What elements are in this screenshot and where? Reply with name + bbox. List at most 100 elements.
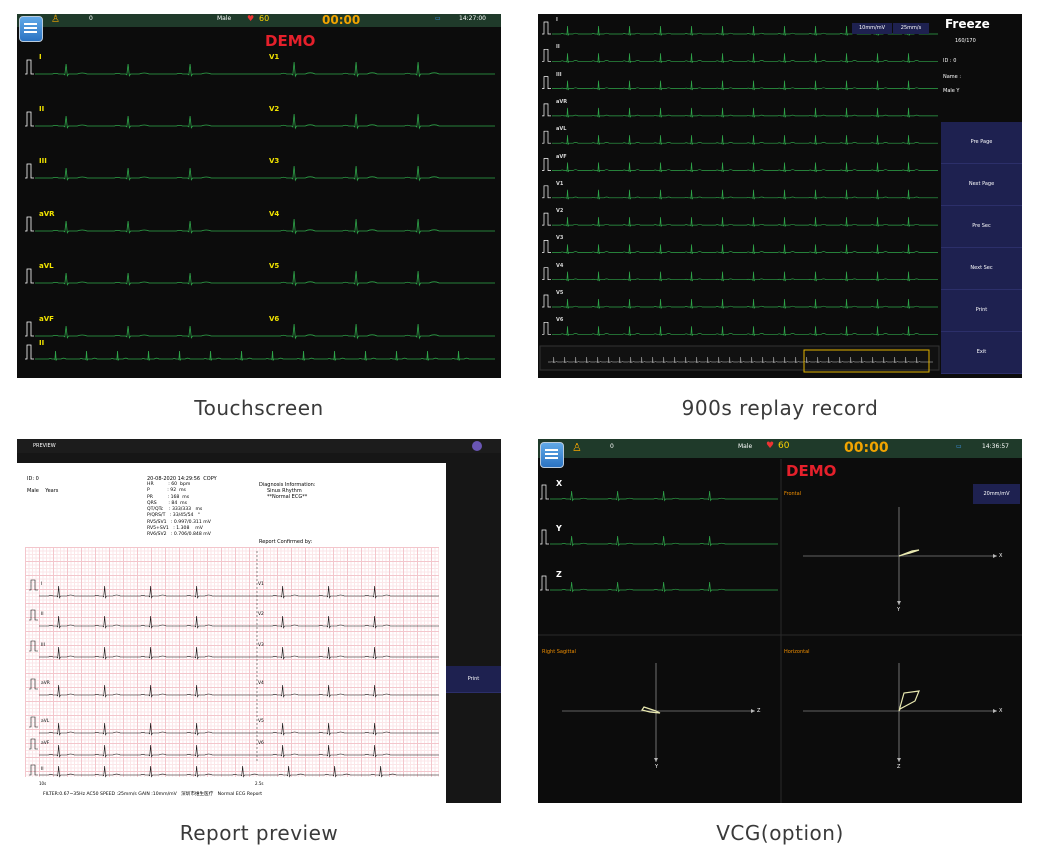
scale-left: 10s [39, 781, 47, 786]
lead-label: III [556, 71, 562, 78]
ecg-trace [552, 217, 938, 227]
calibration-pulse [542, 212, 551, 226]
calibration-pulse [25, 321, 34, 337]
ecg-trace [257, 646, 439, 660]
ecg-trace [552, 189, 938, 200]
ecg-trace [550, 581, 778, 593]
lead-label: aVL [41, 719, 50, 724]
sagittal-title: Right Sagittal [542, 649, 576, 655]
close-icon[interactable] [472, 441, 482, 451]
lead-label: I [556, 17, 558, 23]
lead-label: V1 [556, 180, 564, 187]
ecg-trace [35, 167, 253, 181]
lead-label: V6 [258, 741, 264, 746]
ecg-trace [257, 585, 439, 599]
print-button[interactable]: Print [446, 666, 501, 693]
gain-button[interactable]: 20mm/mV [973, 484, 1020, 504]
status-header: 0 Male ♥ 60 00:00 ▭ 14:36:57 [538, 439, 1022, 458]
vcg-panel: 0 Male ♥ 60 00:00 ▭ 14:36:57 ♙ DEMO 20mm… [538, 439, 1022, 803]
axis-arrow [654, 758, 658, 762]
ecg-trace [39, 615, 257, 629]
lead-label: V3 [258, 643, 264, 648]
calibration-pulse [29, 609, 38, 621]
timeline-selection-window[interactable] [803, 349, 930, 373]
next-page-button[interactable]: Next Page [941, 164, 1022, 206]
diagnosis-line-2: **Normal ECG** [267, 494, 308, 500]
ecg-trace [253, 270, 495, 287]
time-display: 14:27:00 [459, 15, 486, 22]
pre-page-button[interactable]: Pre Page [941, 122, 1022, 164]
calibration-pulse [542, 48, 551, 62]
patient-id: ID : 0 [943, 58, 957, 64]
lead-label: I [41, 582, 43, 587]
ecg-trace [39, 684, 257, 698]
report-gender: Male Years [27, 488, 59, 494]
status-header: 0 Male ♥ 60 00:00 ▭ 14:27:00 [17, 14, 501, 27]
caption-vcg: VCG(option) [716, 821, 844, 845]
person-icon: ♙ [51, 14, 60, 25]
lead-label: V6 [556, 317, 564, 324]
lead-label: V2 [556, 208, 564, 215]
ecg-trace [35, 115, 253, 129]
report-confirmed: Report Confirmed by: [259, 539, 313, 545]
lead-label: V5 [269, 262, 280, 270]
record-timer: 00:00 [322, 14, 361, 27]
calibration-pulse [542, 76, 551, 89]
vcg-loop-horizontal [898, 690, 920, 712]
touchscreen-panel: 0 Male ♥ 60 00:00 ▭ 14:27:00 ♙ DEMO I V1 I… [17, 14, 501, 378]
ecg-trace [35, 272, 253, 286]
axis-arrow [993, 554, 997, 558]
vcg-loop-sagittal [641, 706, 661, 714]
ecg-trace [39, 722, 257, 736]
heart-rate: 60 [259, 14, 270, 23]
ecg-trace [253, 165, 495, 182]
exit-button[interactable]: Exit [941, 332, 1022, 374]
ecg-trace [257, 722, 439, 736]
scale-right: 2.5s [255, 781, 264, 786]
next-sec-button[interactable]: Next Sec [941, 248, 1022, 290]
timeline-trace [548, 356, 933, 364]
ecg-trace [550, 535, 778, 547]
ecg-grid-paper [25, 547, 439, 777]
ecg-trace [253, 113, 495, 130]
lead-label: V6 [269, 315, 280, 323]
ecg-trace [552, 135, 938, 145]
lead-label: V3 [269, 157, 280, 165]
report-footer: FILTER:0.67~35Hz AC50 SPEED :25mm/s GAIN… [43, 792, 263, 797]
ecg-trace [35, 220, 253, 234]
menu-app-icon[interactable] [540, 442, 564, 468]
calibration-pulse [542, 158, 551, 171]
lead-label: aVR [41, 681, 50, 686]
lead-label: aVL [556, 126, 567, 133]
lead-label: aVF [556, 153, 567, 160]
pre-sec-button[interactable]: Pre Sec [941, 206, 1022, 248]
ecg-trace [39, 744, 257, 758]
sagittal-v-axis: Y [655, 764, 659, 770]
ecg-trace [39, 585, 257, 599]
vcg-loop-frontal [898, 549, 920, 557]
lead-label: X [556, 479, 563, 488]
record-timer: 00:00 [844, 440, 889, 456]
lead-label: aVL [39, 262, 54, 270]
caption-touchscreen: Touchscreen [194, 396, 324, 420]
ecg-trace [552, 244, 938, 254]
ecg-waveform-area [25, 59, 495, 361]
gain-indicator: 10mm/mV [852, 23, 892, 34]
calibration-pulse [540, 529, 549, 545]
lead-label: V5 [556, 290, 564, 296]
caption-replay: 900s replay record [681, 396, 879, 420]
patient-id: 0 [89, 15, 93, 22]
lead-label: III [39, 157, 47, 165]
demo-label: DEMO [786, 462, 837, 480]
heart-icon: ♥ [247, 14, 255, 23]
lead-label: V1 [258, 582, 264, 587]
ecg-trace [552, 271, 938, 282]
report-waveform-area [29, 551, 439, 778]
calibration-pulse [542, 21, 551, 35]
freeze-sidebar: Freeze 160/170 ID : 0 Name : Male Y Pre … [941, 14, 1022, 378]
print-button[interactable]: Print [941, 290, 1022, 332]
lead-label: V4 [258, 681, 264, 686]
report-page: ID: 0 Male Years 20-08-2020 14:29:56 COP… [17, 463, 446, 803]
menu-app-icon[interactable] [19, 16, 43, 42]
speed-indicator: 25mm/s [893, 23, 929, 34]
